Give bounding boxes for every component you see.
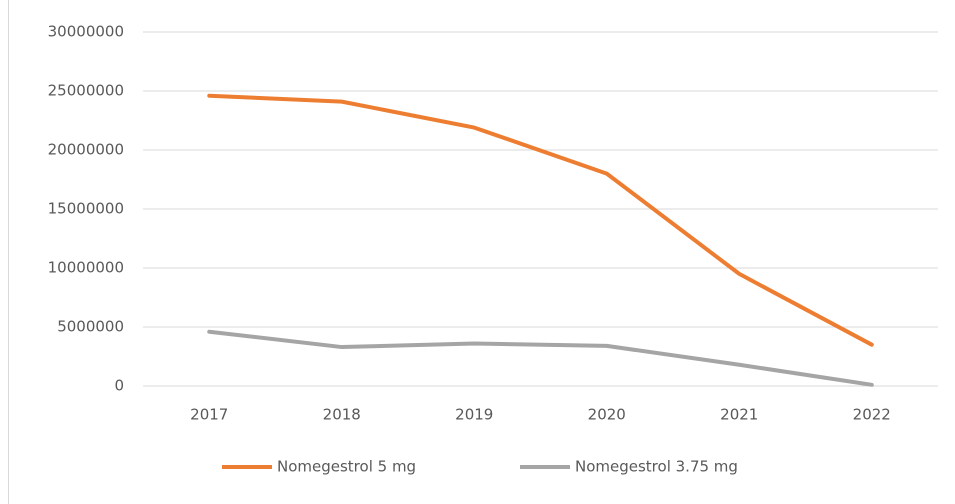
x-tick-label: 2017 <box>190 406 228 424</box>
x-tick-label: 2018 <box>323 406 361 424</box>
y-tick-label: 10000000 <box>48 259 124 277</box>
y-tick-label: 15000000 <box>48 200 124 218</box>
y-tick-label: 5000000 <box>57 318 124 336</box>
x-tick-label: 2020 <box>588 406 626 424</box>
series-line <box>207 329 874 387</box>
x-tick-label: 2019 <box>455 406 493 424</box>
y-tick-label: 25000000 <box>48 82 124 100</box>
legend-label: Nomegestrol 5 mg <box>277 458 416 476</box>
legend-label: Nomegestrol 3.75 mg <box>575 458 738 476</box>
x-tick-label: 2021 <box>720 406 758 424</box>
series-line <box>207 93 874 347</box>
x-tick-label: 2022 <box>853 406 891 424</box>
y-tick-label: 30000000 <box>48 23 124 41</box>
y-tick-label: 20000000 <box>48 141 124 159</box>
y-tick-label: 0 <box>114 377 124 395</box>
